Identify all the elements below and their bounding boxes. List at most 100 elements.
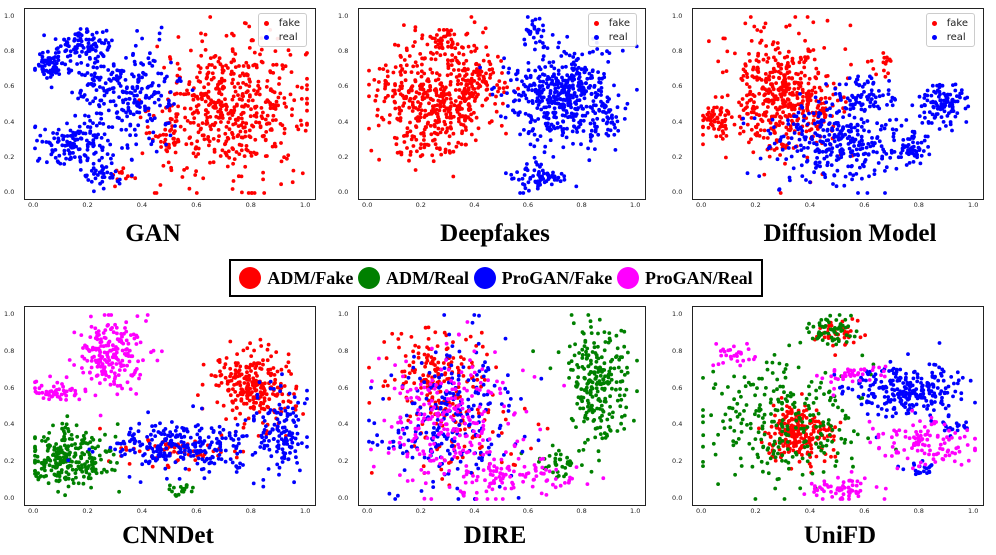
x-tick-label: 0.0	[28, 201, 39, 209]
scatter-point	[277, 472, 281, 477]
scatter-point	[199, 91, 204, 96]
scatter-point	[245, 370, 249, 375]
scatter-point	[68, 128, 73, 133]
scatter-point	[367, 68, 371, 73]
scatter-point	[224, 152, 229, 157]
scatter-point	[174, 119, 179, 123]
scatter-point	[92, 189, 96, 194]
scatter-point	[60, 438, 64, 443]
scatter-point	[294, 384, 299, 389]
scatter-point	[402, 369, 407, 374]
scatter-point	[234, 446, 239, 451]
plot-legend: fake real	[587, 13, 637, 47]
scatter-point	[830, 102, 835, 107]
scatter-point	[635, 87, 639, 92]
scatter-point	[848, 23, 853, 28]
scatter-point	[527, 130, 531, 134]
scatter-point	[243, 418, 248, 422]
scatter-point	[58, 44, 63, 48]
scatter-point	[218, 107, 223, 112]
scatter-point	[102, 369, 107, 374]
scatter-point	[104, 90, 109, 95]
scatter-point	[241, 64, 246, 68]
scatter-point	[88, 131, 92, 135]
scatter-point	[521, 191, 526, 195]
scatter-point	[252, 379, 256, 383]
scatter-point	[159, 93, 164, 98]
scatter-point	[891, 131, 896, 136]
scatter-point	[125, 363, 129, 368]
scatter-point	[183, 448, 187, 453]
scatter-point	[108, 382, 113, 387]
scatter-point	[235, 103, 239, 108]
scatter-point	[250, 363, 255, 368]
scatter-point	[409, 70, 414, 74]
scatter-point	[540, 41, 545, 45]
scatter-point	[889, 99, 893, 104]
scatter-point	[429, 111, 434, 116]
scatter-point	[790, 76, 794, 81]
scatter-point	[859, 134, 864, 139]
scatter-point	[140, 36, 144, 41]
scatter-point	[216, 138, 221, 143]
scatter-point	[799, 126, 803, 131]
scatter-point	[228, 339, 233, 344]
y-tick-label: 0.8	[338, 47, 349, 56]
scatter-point	[710, 109, 715, 114]
scatter-point	[161, 429, 166, 433]
scatter-point	[129, 373, 134, 378]
scatter-point	[248, 405, 253, 410]
x-tick-label: 0.2	[750, 201, 761, 209]
scatter-point	[464, 337, 468, 342]
scatter-point	[814, 142, 819, 147]
scatter-point	[62, 151, 67, 156]
scatter-point	[532, 24, 537, 29]
scatter-point	[163, 137, 168, 142]
scatter-point	[588, 121, 593, 126]
scatter-point	[93, 48, 98, 53]
scatter-point	[103, 358, 107, 362]
scatter-point	[367, 82, 371, 87]
scatter-point	[146, 106, 151, 111]
scatter-point	[505, 91, 509, 95]
scatter-point	[816, 104, 821, 108]
scatter-point	[443, 122, 448, 127]
scatter-point	[845, 96, 850, 101]
scatter-point	[813, 75, 818, 80]
scatter-point	[561, 145, 566, 150]
scatter-point	[561, 102, 565, 106]
scatter-point	[807, 89, 811, 94]
scatter-point	[948, 122, 953, 127]
scatter-point	[484, 45, 489, 49]
scatter-point	[267, 447, 272, 452]
caption-gan: GAN	[125, 220, 181, 247]
scatter-point	[480, 103, 485, 108]
scatter-point	[480, 344, 485, 349]
scatter-point	[212, 461, 217, 466]
scatter-point	[89, 179, 94, 184]
scatter-point	[833, 92, 838, 96]
scatter-point	[33, 453, 37, 458]
scatter-point	[100, 53, 105, 57]
scatter-point	[243, 164, 248, 169]
scatter-point	[137, 376, 141, 381]
legend-label: ADM/Fake	[267, 267, 354, 288]
scatter-point	[198, 436, 202, 440]
scatter-point	[532, 81, 536, 86]
scatter-point	[55, 380, 60, 385]
series-real	[33, 25, 195, 194]
scatter-point	[211, 137, 216, 141]
scatter-point	[776, 61, 780, 66]
scatter-point	[882, 149, 887, 154]
scatter-point	[451, 340, 455, 344]
scatter-point	[725, 93, 730, 98]
scatter-point	[227, 431, 232, 435]
scatter-point	[261, 358, 265, 363]
scatter-point	[923, 115, 927, 120]
scatter-point	[90, 449, 95, 454]
scatter-point	[433, 57, 438, 62]
scatter-point	[929, 121, 934, 125]
scatter-point	[496, 54, 500, 59]
scatter-point	[252, 405, 256, 409]
scatter-point	[280, 447, 285, 452]
